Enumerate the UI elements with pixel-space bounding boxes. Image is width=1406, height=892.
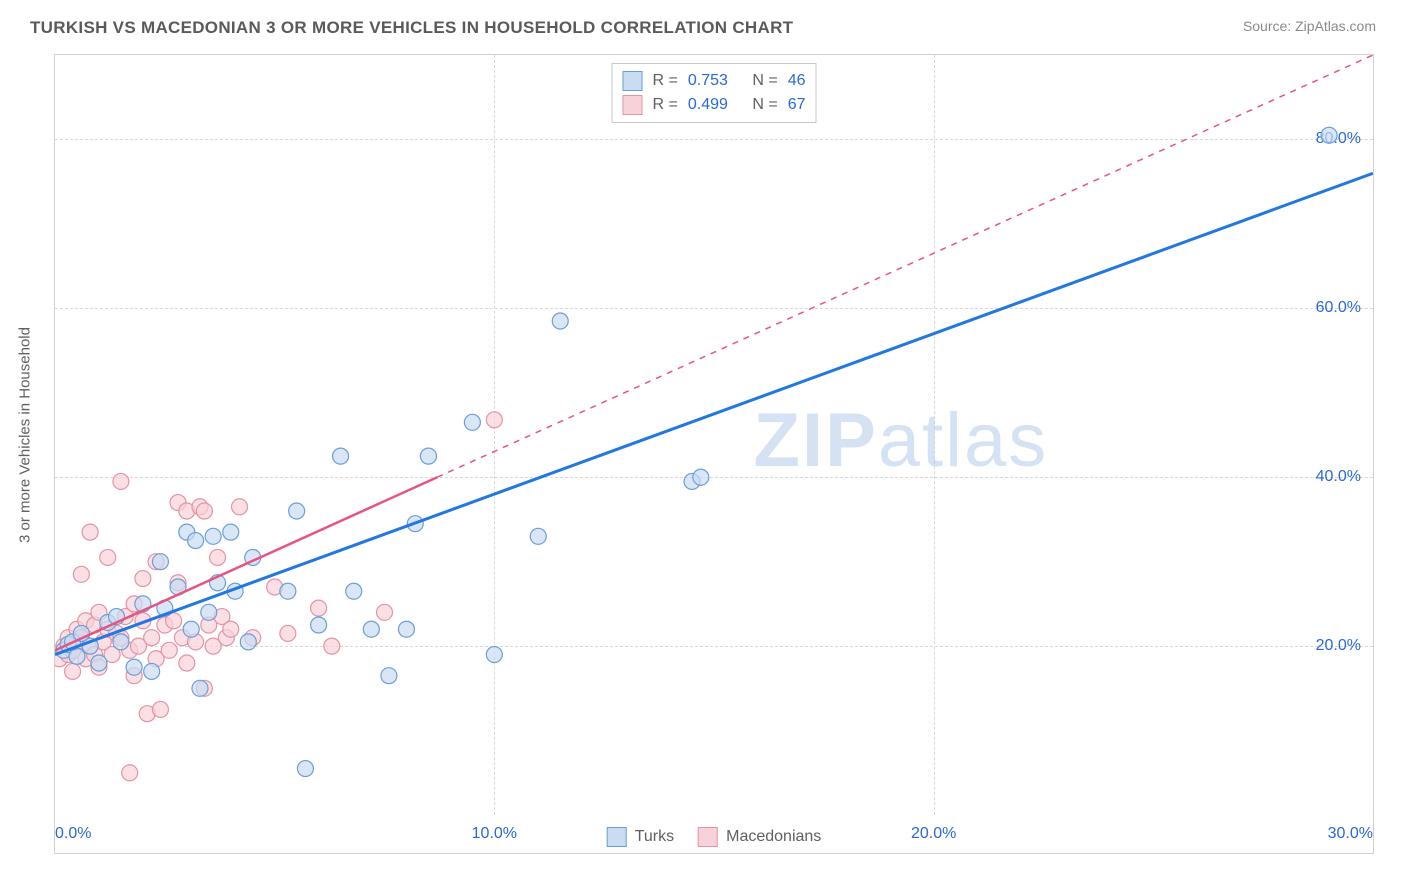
- plot-area: 3 or more Vehicles in Household R = 0.75…: [55, 55, 1373, 815]
- swatch-mac: [623, 95, 643, 115]
- x-tick-label: 0.0%: [55, 825, 91, 843]
- correlation-legend-box: R = 0.753 N = 46 R = 0.499 N = 67: [612, 63, 817, 123]
- n-label-mac: N =: [752, 96, 777, 114]
- source-label: Source: ZipAtlas.com: [1243, 18, 1376, 34]
- chart-container: 3 or more Vehicles in Household R = 0.75…: [54, 54, 1374, 854]
- legend-item-mac: Macedonians: [698, 827, 821, 847]
- chart-title: TURKISH VS MACEDONIAN 3 OR MORE VEHICLES…: [30, 18, 793, 38]
- y-axis-label: 3 or more Vehicles in Household: [17, 327, 34, 543]
- r-label-turks: R =: [653, 72, 678, 90]
- x-tick-label: 10.0%: [472, 825, 517, 843]
- r-value-turks: 0.753: [688, 72, 728, 90]
- x-tick-label: 30.0%: [1328, 825, 1373, 843]
- n-label-turks: N =: [752, 72, 777, 90]
- swatch-mac-bottom: [698, 827, 718, 847]
- legend-label-turks: Turks: [635, 828, 674, 846]
- legend-item-turks: Turks: [607, 827, 674, 847]
- scatter-svg: [55, 55, 1373, 815]
- x-tick-label: 20.0%: [911, 825, 956, 843]
- corr-row-mac: R = 0.499 N = 67: [623, 93, 806, 117]
- swatch-turks-bottom: [607, 827, 627, 847]
- corr-row-turks: R = 0.753 N = 46: [623, 69, 806, 93]
- n-value-mac: 67: [788, 96, 806, 114]
- r-label-mac: R =: [653, 96, 678, 114]
- swatch-turks: [623, 71, 643, 91]
- n-value-turks: 46: [788, 72, 806, 90]
- r-value-mac: 0.499: [688, 96, 728, 114]
- legend-label-mac: Macedonians: [726, 828, 821, 846]
- bottom-legend: Turks Macedonians: [607, 827, 822, 847]
